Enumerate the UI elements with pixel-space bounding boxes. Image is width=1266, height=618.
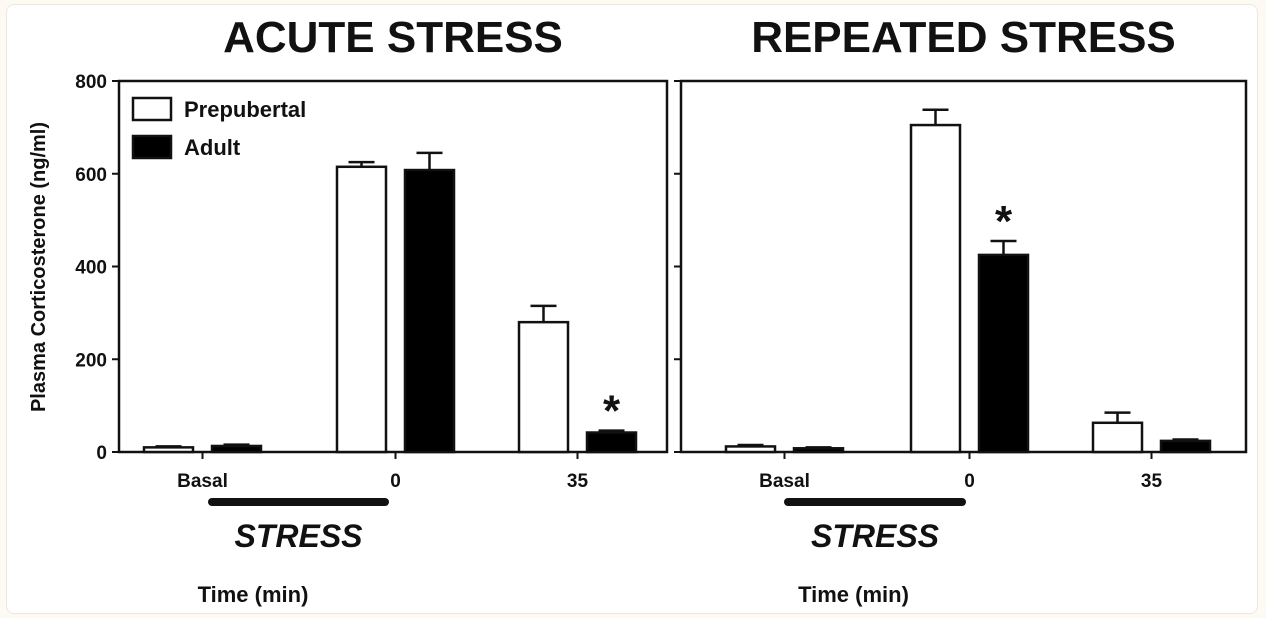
x-tick-label: Basal — [759, 471, 810, 492]
significance-asterisk: * — [995, 197, 1013, 246]
x-tick-label: 35 — [1141, 471, 1163, 492]
legend-label-prepubertal: Prepubertal — [184, 97, 306, 122]
bar-adult-2 — [1159, 439, 1212, 454]
x-tick-label: 35 — [567, 471, 589, 492]
bar-prepubertal-0 — [142, 446, 195, 454]
bar-adult-0 — [792, 447, 845, 454]
plot-frame — [679, 79, 1248, 454]
legend-label-adult: Adult — [184, 135, 241, 160]
bar-adult-0 — [210, 444, 263, 454]
stress-label: STRESS — [811, 518, 940, 554]
bar-prepubertal-0 — [724, 445, 777, 454]
y-tick-label: 400 — [75, 258, 107, 279]
x-axis-label: Time (min) — [798, 582, 909, 607]
x-tick-label: 0 — [964, 471, 975, 492]
bar-prepubertal-2 — [1091, 421, 1144, 454]
y-tick-label: 200 — [75, 350, 107, 371]
bar-adult-1 — [977, 253, 1030, 454]
bar-adult-1 — [403, 168, 456, 454]
y-tick-label: 0 — [96, 443, 107, 464]
bar-prepubertal-1 — [909, 123, 962, 454]
x-axis-label: Time (min) — [198, 582, 309, 607]
significance-asterisk: * — [603, 387, 621, 436]
y-tick-label: 800 — [75, 72, 107, 93]
x-tick-label: Basal — [177, 471, 228, 492]
figure: ACUTE STRESS 0 200 400 600 800 Basal 0 35 * STRESS… — [6, 4, 1258, 614]
corticosterone-chart: ACUTE STRESS 0 200 400 600 800 Basal 0 35 * STRESS… — [28, 13, 1248, 607]
y-tick-label: 600 — [75, 165, 107, 186]
bar-prepubertal-2 — [517, 320, 570, 454]
stress-label: STRESS — [234, 518, 363, 554]
y-axis-label: Plasma Corticosterone (ng/ml) — [28, 122, 50, 412]
legend-swatch-adult — [131, 134, 173, 160]
legend-swatch-prepubertal — [131, 96, 173, 122]
bar-prepubertal-1 — [335, 165, 388, 454]
panel-title: ACUTE STRESS — [223, 13, 563, 62]
x-tick-label: 0 — [390, 471, 401, 492]
panel-title: REPEATED STRESS — [751, 13, 1176, 62]
bar-adult-2 — [585, 431, 638, 454]
